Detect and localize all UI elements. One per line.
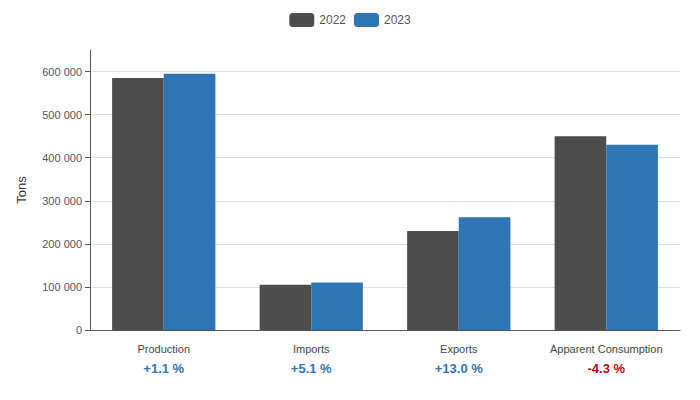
svg-text:2023: 2023	[384, 13, 411, 27]
svg-text:+1.1 %: +1.1 %	[143, 361, 184, 376]
svg-text:200 000: 200 000	[42, 238, 82, 250]
svg-text:Production: Production	[137, 343, 190, 355]
svg-text:500 000: 500 000	[42, 109, 82, 121]
svg-text:Imports: Imports	[293, 343, 330, 355]
svg-text:Apparent Consumption: Apparent Consumption	[550, 343, 663, 355]
svg-text:+5.1 %: +5.1 %	[291, 361, 332, 376]
svg-text:0: 0	[76, 324, 82, 336]
svg-text:Exports: Exports	[440, 343, 478, 355]
svg-text:+13.0 %: +13.0 %	[435, 361, 484, 376]
svg-text:100 000: 100 000	[42, 281, 82, 293]
svg-text:300 000: 300 000	[42, 195, 82, 207]
svg-text:Tons: Tons	[14, 176, 29, 204]
svg-text:-4.3 %: -4.3 %	[587, 361, 625, 376]
svg-text:2022: 2022	[319, 13, 346, 27]
svg-text:400 000: 400 000	[42, 152, 82, 164]
svg-text:600 000: 600 000	[42, 66, 82, 78]
